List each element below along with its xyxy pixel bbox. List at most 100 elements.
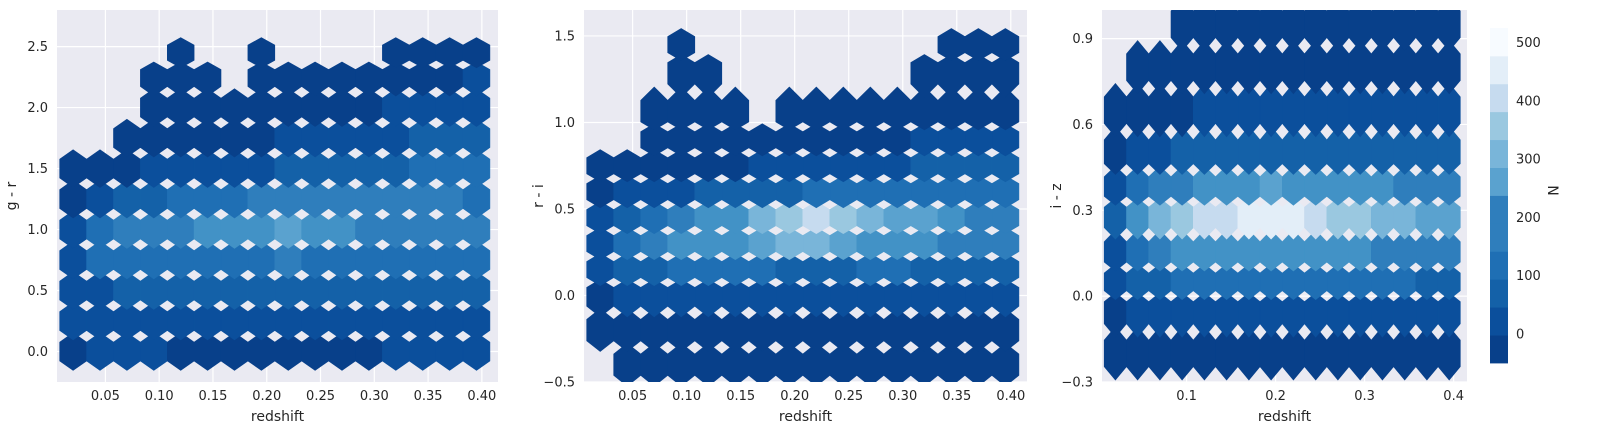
y-axis-label: r - i bbox=[531, 184, 547, 208]
hexbin-cell bbox=[1437, 263, 1461, 300]
colorbar-segment bbox=[1490, 167, 1508, 196]
x-axis-label: redshift bbox=[1258, 409, 1312, 425]
x-tick-label: 0.4 bbox=[1443, 389, 1464, 404]
hexbin-cell bbox=[1437, 40, 1461, 95]
x-tick-label: 0.15 bbox=[198, 389, 227, 404]
hexbin-cell bbox=[721, 86, 750, 131]
hexbin-cell bbox=[991, 227, 1020, 261]
hexbin-cell bbox=[991, 28, 1020, 62]
hexbin-cell bbox=[462, 332, 491, 371]
hexbin-cell bbox=[462, 179, 491, 219]
x-tick-label: 0.10 bbox=[145, 389, 174, 404]
hexbin-layer bbox=[1103, 10, 1461, 381]
hexbin-cell bbox=[991, 308, 1020, 352]
x-axis-label: redshift bbox=[779, 409, 833, 425]
y-tick-label: 0.9 bbox=[1072, 32, 1093, 47]
y-axis-label: g - r bbox=[4, 181, 20, 210]
x-tick-label: 0.30 bbox=[360, 389, 389, 404]
colorbar-segment bbox=[1490, 28, 1508, 57]
hexbin-cell bbox=[247, 37, 276, 69]
hexbin-cell bbox=[991, 54, 1020, 98]
hexbin-cell bbox=[991, 253, 1020, 286]
colorbar: 0 100 200 300 400 500 N bbox=[1490, 28, 1560, 364]
x-tick-label: 0.40 bbox=[996, 389, 1025, 404]
chart-panel-1: 0.05 0.10 0.15 0.20 0.25 0.30 0.35 0.40 0.0 0.5 1.… bbox=[4, 10, 498, 425]
hexbin-cell bbox=[167, 37, 195, 69]
colorbar-tick-label: 400 bbox=[1516, 94, 1541, 109]
hexbin-cell bbox=[462, 149, 491, 188]
chart-panel-3: 0.1 0.2 0.3 0.4 −0.3 0.0 0.3 0.6 0.9 redshift i - … bbox=[1049, 10, 1467, 425]
colorbar-segment bbox=[1490, 335, 1508, 364]
colorbar-segment bbox=[1490, 83, 1508, 113]
colorbar-segment bbox=[1490, 307, 1508, 336]
colorbar-segment bbox=[1490, 139, 1508, 168]
y-tick-label: 1.0 bbox=[27, 223, 48, 238]
chart-panel-2: 0.05 0.10 0.15 0.20 0.25 0.30 0.35 0.40 −0.5 0.0 0… bbox=[531, 10, 1027, 425]
x-tick-label: 0.35 bbox=[942, 389, 971, 404]
hexbin-layer bbox=[59, 37, 491, 371]
x-tick-label: 0.15 bbox=[726, 389, 755, 404]
x-tick-label: 0.1 bbox=[1176, 389, 1197, 404]
x-tick-label: 0.30 bbox=[888, 389, 917, 404]
y-tick-label: 2.5 bbox=[27, 40, 48, 55]
y-tick-label: −0.5 bbox=[543, 376, 575, 391]
hexbin-cell bbox=[462, 240, 491, 280]
hexbin-cell bbox=[991, 86, 1020, 131]
y-tick-label: 0.0 bbox=[1072, 290, 1093, 305]
x-tick-label: 0.25 bbox=[306, 389, 335, 404]
colorbar-segment bbox=[1490, 279, 1508, 308]
colorbar-label: N bbox=[1544, 185, 1560, 195]
hexbin-cell bbox=[991, 149, 1020, 183]
y-tick-label: 0.0 bbox=[27, 345, 48, 360]
y-tick-label: 0.6 bbox=[1072, 118, 1093, 133]
x-tick-label: 0.25 bbox=[834, 389, 863, 404]
hexbin-cell bbox=[1437, 229, 1461, 272]
hexbin-cell bbox=[462, 301, 491, 341]
y-tick-label: 1.5 bbox=[554, 29, 575, 44]
x-tick-label: 0.05 bbox=[618, 389, 647, 404]
x-tick-label: 0.3 bbox=[1354, 389, 1375, 404]
y-axis-label: i - z bbox=[1049, 183, 1065, 208]
x-tick-label: 0.05 bbox=[91, 389, 120, 404]
y-tick-label: 1.5 bbox=[27, 162, 48, 177]
x-tick-label: 0.35 bbox=[414, 389, 443, 404]
hexbin-cell bbox=[462, 271, 491, 310]
x-tick-label: 0.20 bbox=[252, 389, 281, 404]
hexbin-cell bbox=[1437, 165, 1461, 206]
hexbin-cell bbox=[1437, 10, 1461, 52]
hexbin-cell bbox=[462, 88, 491, 127]
y-tick-label: −0.3 bbox=[1061, 376, 1093, 391]
hexbin-cell bbox=[1437, 326, 1461, 381]
hexbin-cell bbox=[694, 54, 723, 98]
hexbin-cell bbox=[462, 61, 491, 97]
colorbar-tick-label: 500 bbox=[1516, 36, 1541, 51]
colorbar-segment bbox=[1490, 111, 1508, 141]
y-tick-label: 0.5 bbox=[554, 202, 575, 217]
hexbin-cell bbox=[462, 210, 491, 249]
colorbar-tick-label: 300 bbox=[1516, 153, 1541, 168]
colorbar-tick-label: 200 bbox=[1516, 211, 1541, 226]
hexbin-cell bbox=[1437, 197, 1461, 240]
hexbin-cell bbox=[193, 61, 222, 97]
hexbin-layer bbox=[586, 28, 1020, 382]
colorbar-segment bbox=[1490, 195, 1508, 224]
hexbin-cell bbox=[462, 37, 491, 69]
x-axis-label: redshift bbox=[251, 409, 305, 425]
hexbin-cell bbox=[1437, 292, 1461, 338]
x-tick-label: 0.2 bbox=[1265, 389, 1286, 404]
hexbin-cell bbox=[991, 342, 1020, 382]
y-tick-label: 0.3 bbox=[1072, 204, 1093, 219]
y-tick-label: 2.0 bbox=[27, 101, 48, 116]
hexbin-cell bbox=[991, 175, 1020, 209]
x-tick-label: 0.10 bbox=[672, 389, 701, 404]
colorbar-tick-label: 0 bbox=[1516, 327, 1524, 342]
x-tick-label: 0.20 bbox=[780, 389, 809, 404]
colorbar-segment bbox=[1490, 251, 1508, 280]
y-tick-label: 0.0 bbox=[554, 289, 575, 304]
colorbar-segment bbox=[1490, 223, 1508, 252]
hexbin-cell bbox=[1437, 126, 1461, 175]
hexbin-cell bbox=[991, 123, 1020, 157]
hexbin-cell bbox=[667, 28, 696, 62]
colorbar-segment bbox=[1490, 55, 1508, 85]
